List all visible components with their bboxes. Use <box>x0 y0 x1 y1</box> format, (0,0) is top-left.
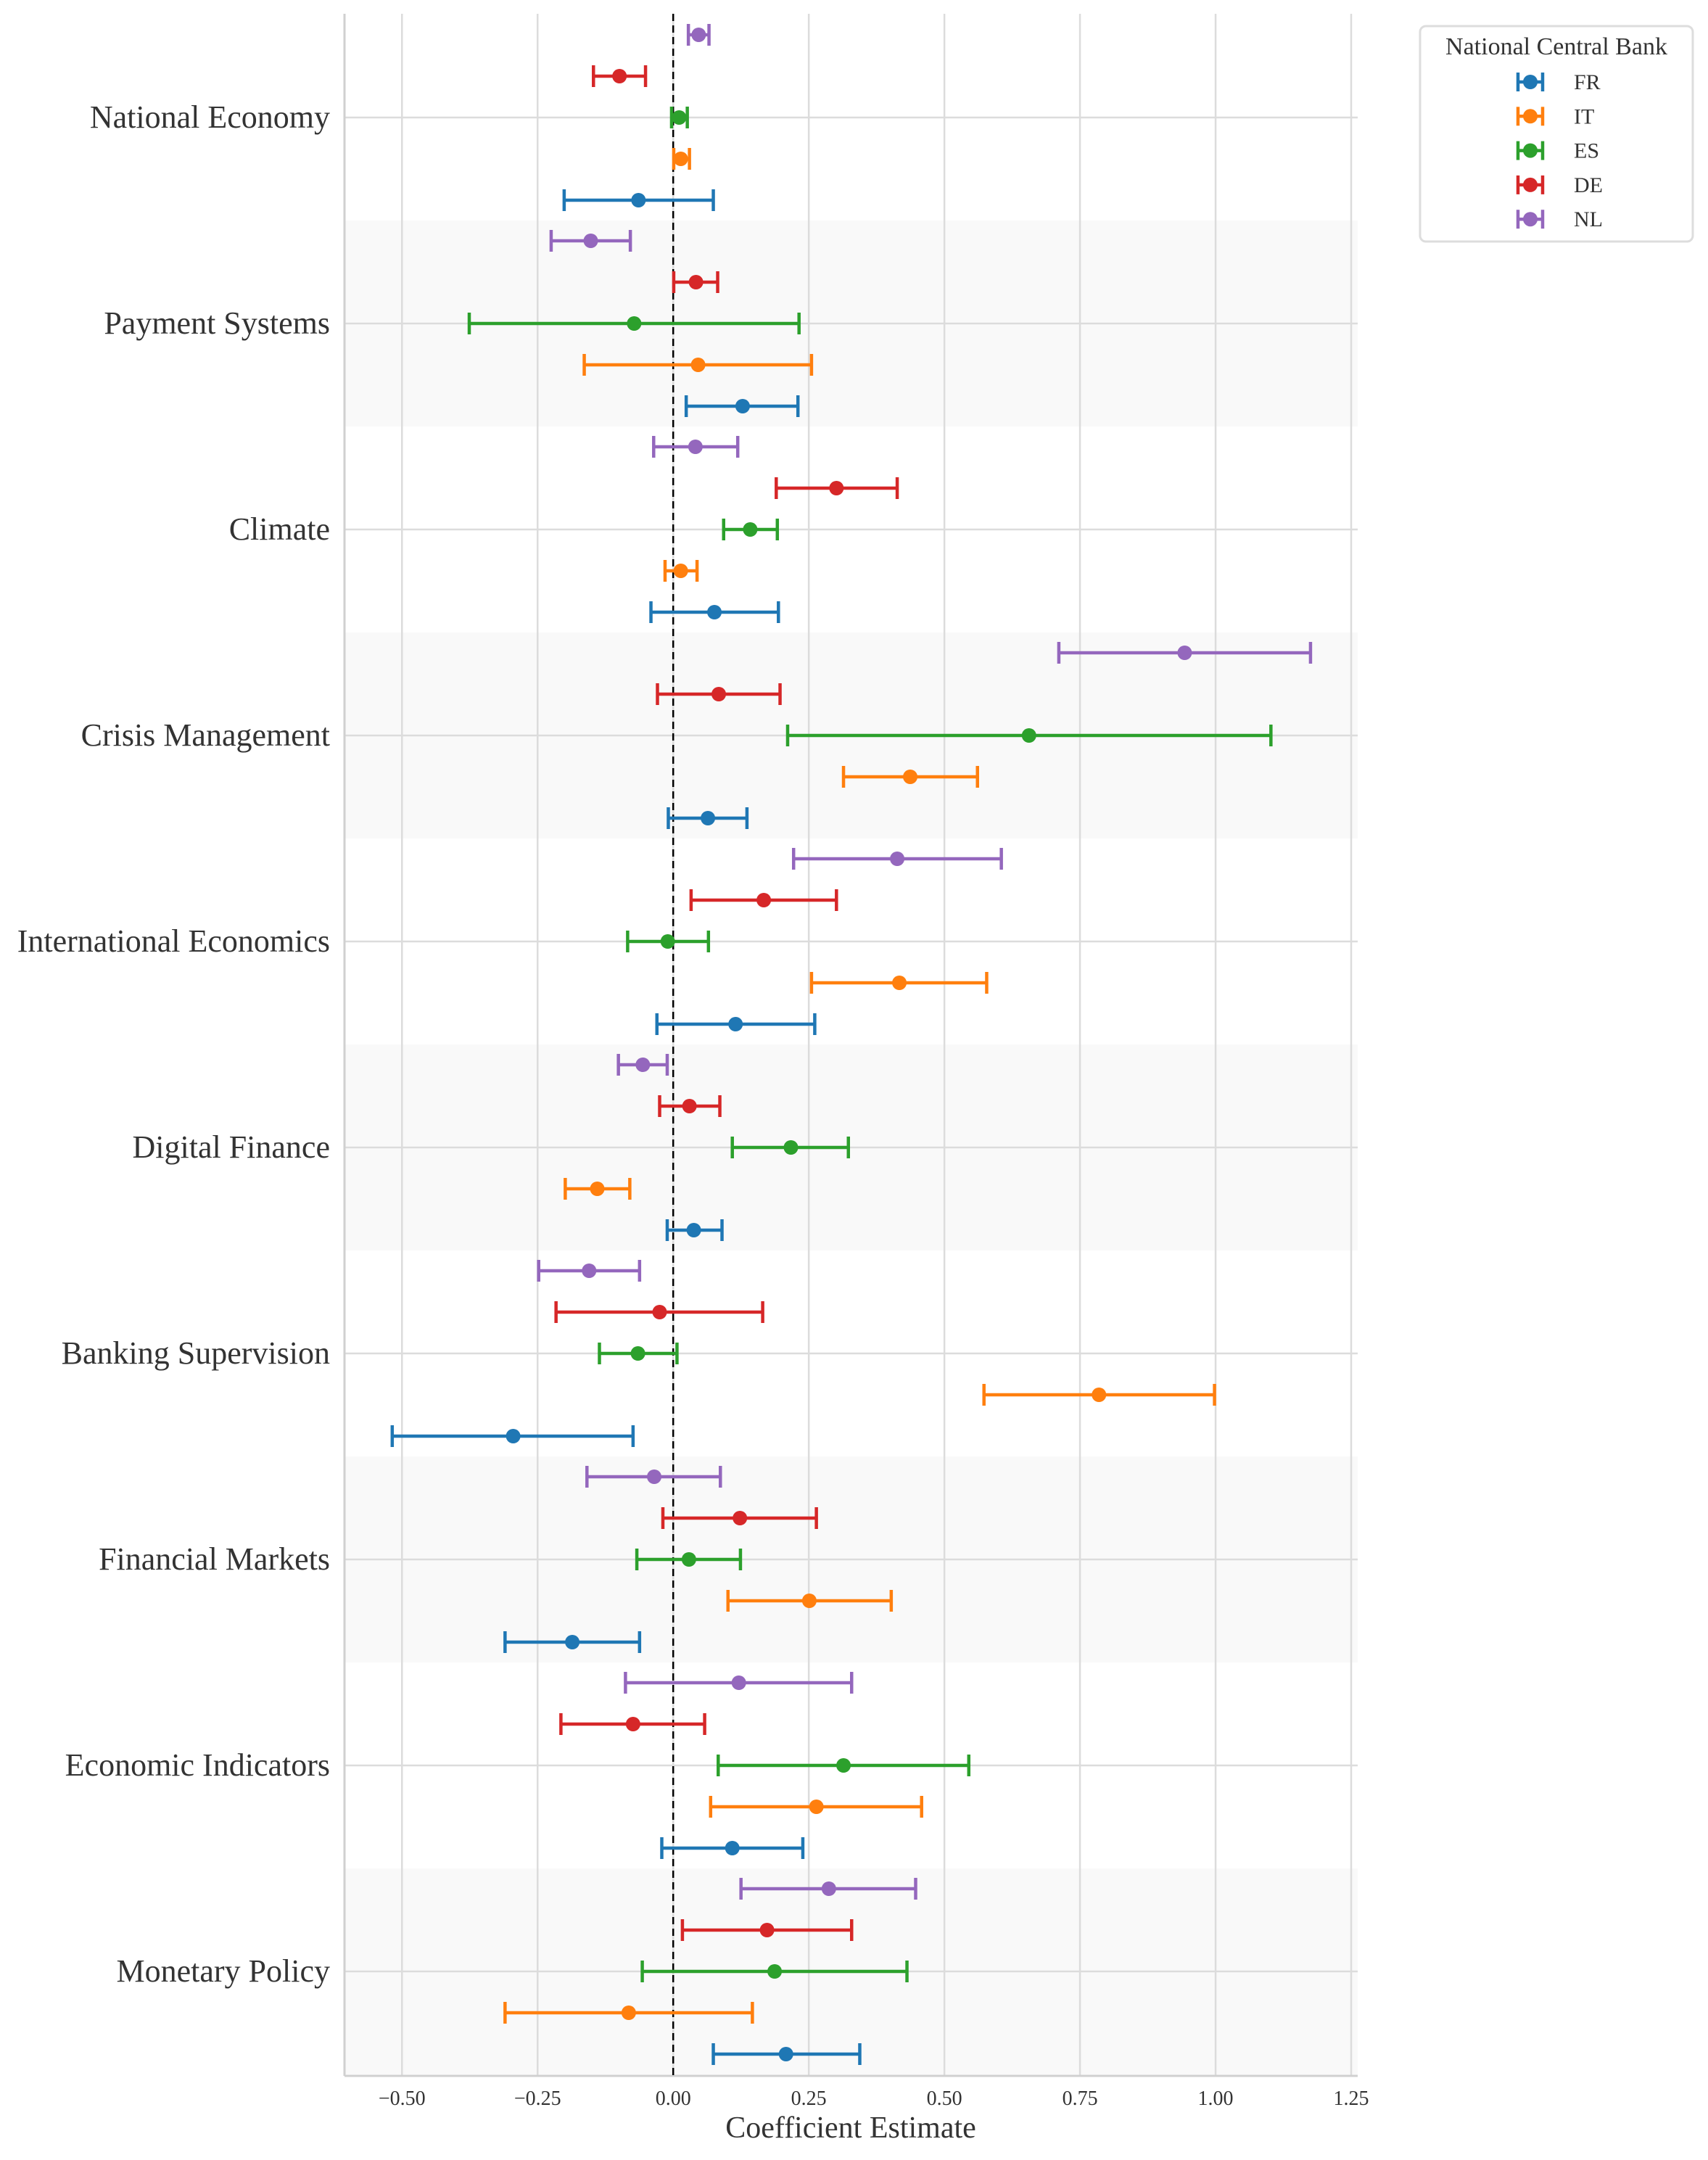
legend-point-icon <box>1523 177 1538 192</box>
x-tick-label: 1.00 <box>1198 2087 1234 2110</box>
legend-title: National Central Bank <box>1445 33 1667 60</box>
estimate-point <box>725 1841 740 1855</box>
axes-spines <box>343 14 1358 2077</box>
estimate-point <box>759 1923 775 1937</box>
legend-point-icon <box>1523 212 1538 227</box>
estimate-point <box>673 564 688 578</box>
legend-point-icon <box>1523 143 1538 158</box>
legend-items: FR IT ES DE NL <box>1516 70 1603 231</box>
estimate-point <box>627 316 642 331</box>
series-de <box>554 65 899 1941</box>
estimate-point <box>681 1552 696 1567</box>
estimate-point <box>672 110 687 125</box>
x-axis-label: Coefficient Estimate <box>725 2111 976 2145</box>
estimate-point <box>690 358 706 372</box>
estimate-point <box>688 275 704 289</box>
series-es <box>467 107 1273 1982</box>
estimate-point <box>688 440 703 454</box>
estimate-point <box>767 1964 783 1979</box>
estimate-point <box>635 1058 651 1072</box>
estimate-point <box>1092 1388 1107 1402</box>
y-tick-label: Economic Indicators <box>65 1747 330 1783</box>
estimate-point <box>565 1635 580 1649</box>
estimate-point <box>829 481 844 495</box>
legend-point-icon <box>1523 75 1538 89</box>
legend-item-nl: NL <box>1516 207 1603 231</box>
legend-frame <box>1419 25 1694 243</box>
estimate-point <box>506 1429 521 1443</box>
estimate-point <box>1177 646 1192 660</box>
series-fr <box>390 189 862 2065</box>
estimate-point <box>707 605 722 619</box>
estimate-point <box>660 934 675 949</box>
estimate-point <box>647 1469 662 1484</box>
estimate-point <box>733 1511 748 1525</box>
estimate-point <box>890 852 905 866</box>
x-tick-label: −0.50 <box>379 2087 426 2110</box>
estimate-point <box>583 234 598 248</box>
estimate-point <box>743 522 758 537</box>
legend-label: FR <box>1574 70 1601 94</box>
estimate-point <box>836 1758 851 1773</box>
estimate-point <box>801 1594 817 1608</box>
y-tick-label: Climate <box>229 511 330 547</box>
legend-item-fr: FR <box>1516 70 1601 94</box>
x-tick-label: 0.75 <box>1063 2087 1098 2110</box>
estimate-point <box>778 2047 793 2061</box>
estimate-point <box>652 1305 667 1319</box>
error-bars <box>390 24 1313 2065</box>
estimate-point <box>701 811 716 825</box>
x-tick-label: 0.25 <box>791 2087 827 2110</box>
y-tick-label: Monetary Policy <box>116 1953 330 1989</box>
x-tick-label: 1.25 <box>1334 2087 1369 2110</box>
estimate-point <box>612 69 627 83</box>
x-tick-labels: −0.50 −0.25 0.00 0.25 0.50 0.75 1.00 1.25 <box>379 2087 1369 2110</box>
y-tick-label: National Economy <box>90 99 330 135</box>
estimate-point <box>821 1881 836 1896</box>
legend-label: ES <box>1574 139 1599 163</box>
estimate-point <box>691 28 706 42</box>
estimate-point <box>756 893 772 907</box>
legend-item-it: IT <box>1516 104 1594 128</box>
y-tick-label: Financial Markets <box>99 1541 330 1577</box>
estimate-point <box>892 976 907 990</box>
legend-item-de: DE <box>1516 173 1603 197</box>
x-gridlines <box>401 14 1353 2076</box>
y-tick-label: Payment Systems <box>104 305 330 341</box>
x-tick-label: −0.25 <box>514 2087 561 2110</box>
estimate-point <box>682 1099 697 1113</box>
estimate-point <box>731 1675 746 1690</box>
y-tick-label: Crisis Management <box>81 717 330 753</box>
estimate-point <box>903 770 918 784</box>
estimate-point <box>582 1264 597 1278</box>
estimate-point <box>711 687 727 701</box>
legend-label: IT <box>1574 104 1594 128</box>
legend-label: NL <box>1574 207 1603 231</box>
y-tick-label: International Economics <box>17 923 330 959</box>
estimate-point <box>625 1717 640 1731</box>
x-tick-label: 0.00 <box>656 2087 691 2110</box>
legend-item-es: ES <box>1516 139 1599 163</box>
estimate-point <box>686 1223 701 1237</box>
legend-label: DE <box>1574 173 1603 197</box>
estimate-point <box>783 1140 799 1155</box>
estimate-point <box>621 2006 636 2020</box>
estimate-point <box>809 1800 824 1814</box>
estimate-point <box>728 1017 743 1031</box>
estimate-point <box>630 1346 645 1361</box>
series-nl <box>537 24 1313 1900</box>
legend-point-icon <box>1523 109 1538 124</box>
estimate-point <box>590 1182 605 1196</box>
y-tick-label: Digital Finance <box>133 1129 331 1165</box>
estimate-point <box>1021 728 1036 743</box>
estimate-point <box>735 399 750 413</box>
x-tick-label: 0.50 <box>927 2087 962 2110</box>
estimate-point <box>673 152 688 166</box>
legend: National Central Bank FR IT ES DE NL <box>1419 25 1694 243</box>
y-tick-labels: National Economy Payment Systems Climate Cr… <box>17 99 330 1989</box>
estimate-point <box>631 193 646 207</box>
y-tick-label: Banking Supervision <box>62 1335 330 1371</box>
series-it <box>503 148 1216 2024</box>
